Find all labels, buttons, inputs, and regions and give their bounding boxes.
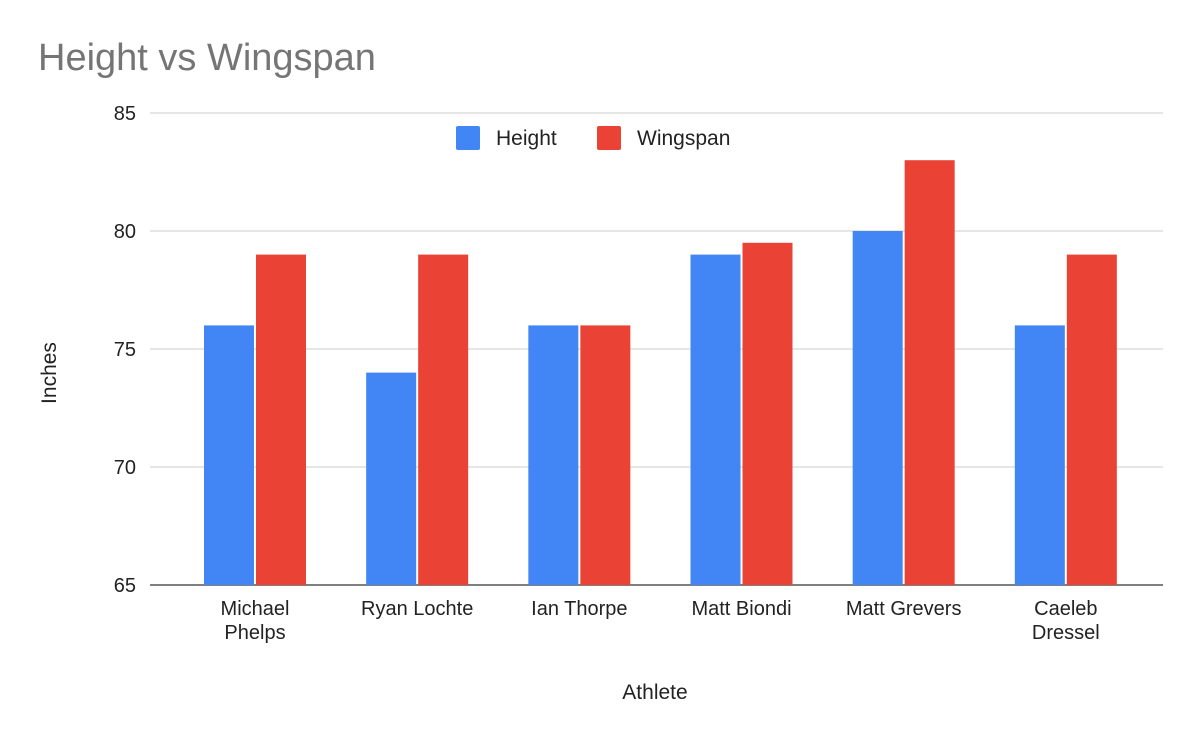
y-tick-labels: 65 70 75 80 85 (114, 103, 136, 597)
bar-wingspan (580, 325, 631, 585)
bar-height (1014, 325, 1065, 585)
legend: Height Wingspan (456, 126, 730, 150)
legend-label-height: Height (496, 127, 557, 150)
bar-height (366, 372, 417, 585)
x-tick-label: Ian Thorpe (531, 598, 627, 620)
x-tick-label: Matt Grevers (846, 598, 962, 620)
y-tick-label: 85 (114, 103, 136, 125)
legend-label-wingspan: Wingspan (637, 127, 730, 150)
bar-wingspan (1066, 254, 1117, 585)
y-tick-label: 80 (114, 221, 136, 243)
chart-title: Height vs Wingspan (38, 37, 376, 79)
legend-swatch-wingspan (597, 126, 621, 150)
legend-swatch-height (456, 126, 480, 150)
x-tick-label: Caeleb Dressel (1032, 598, 1100, 644)
gridlines (150, 112, 1163, 586)
bar-height (528, 325, 579, 585)
bar-height (204, 325, 254, 585)
y-tick-label: 70 (114, 457, 136, 479)
x-tick-label: Matt Biondi (691, 598, 791, 620)
bar-wingspan (256, 254, 306, 585)
x-axis-label: Athlete (622, 681, 687, 704)
bars (204, 160, 1117, 586)
y-axis-label: Inches (38, 342, 61, 404)
x-tick-label: Ryan Lochte (361, 598, 473, 620)
x-tick-label: Michael Phelps (221, 598, 290, 644)
x-tick-labels: Michael Phelps Ryan Lochte Ian Thorpe Matt B… (221, 598, 1100, 644)
bar-wingspan (418, 254, 469, 585)
bar-height (852, 231, 903, 585)
bar-wingspan (904, 160, 955, 585)
y-tick-label: 75 (114, 339, 136, 361)
bar-height (690, 254, 741, 585)
bar-wingspan (742, 242, 793, 586)
y-tick-label: 65 (114, 575, 136, 597)
